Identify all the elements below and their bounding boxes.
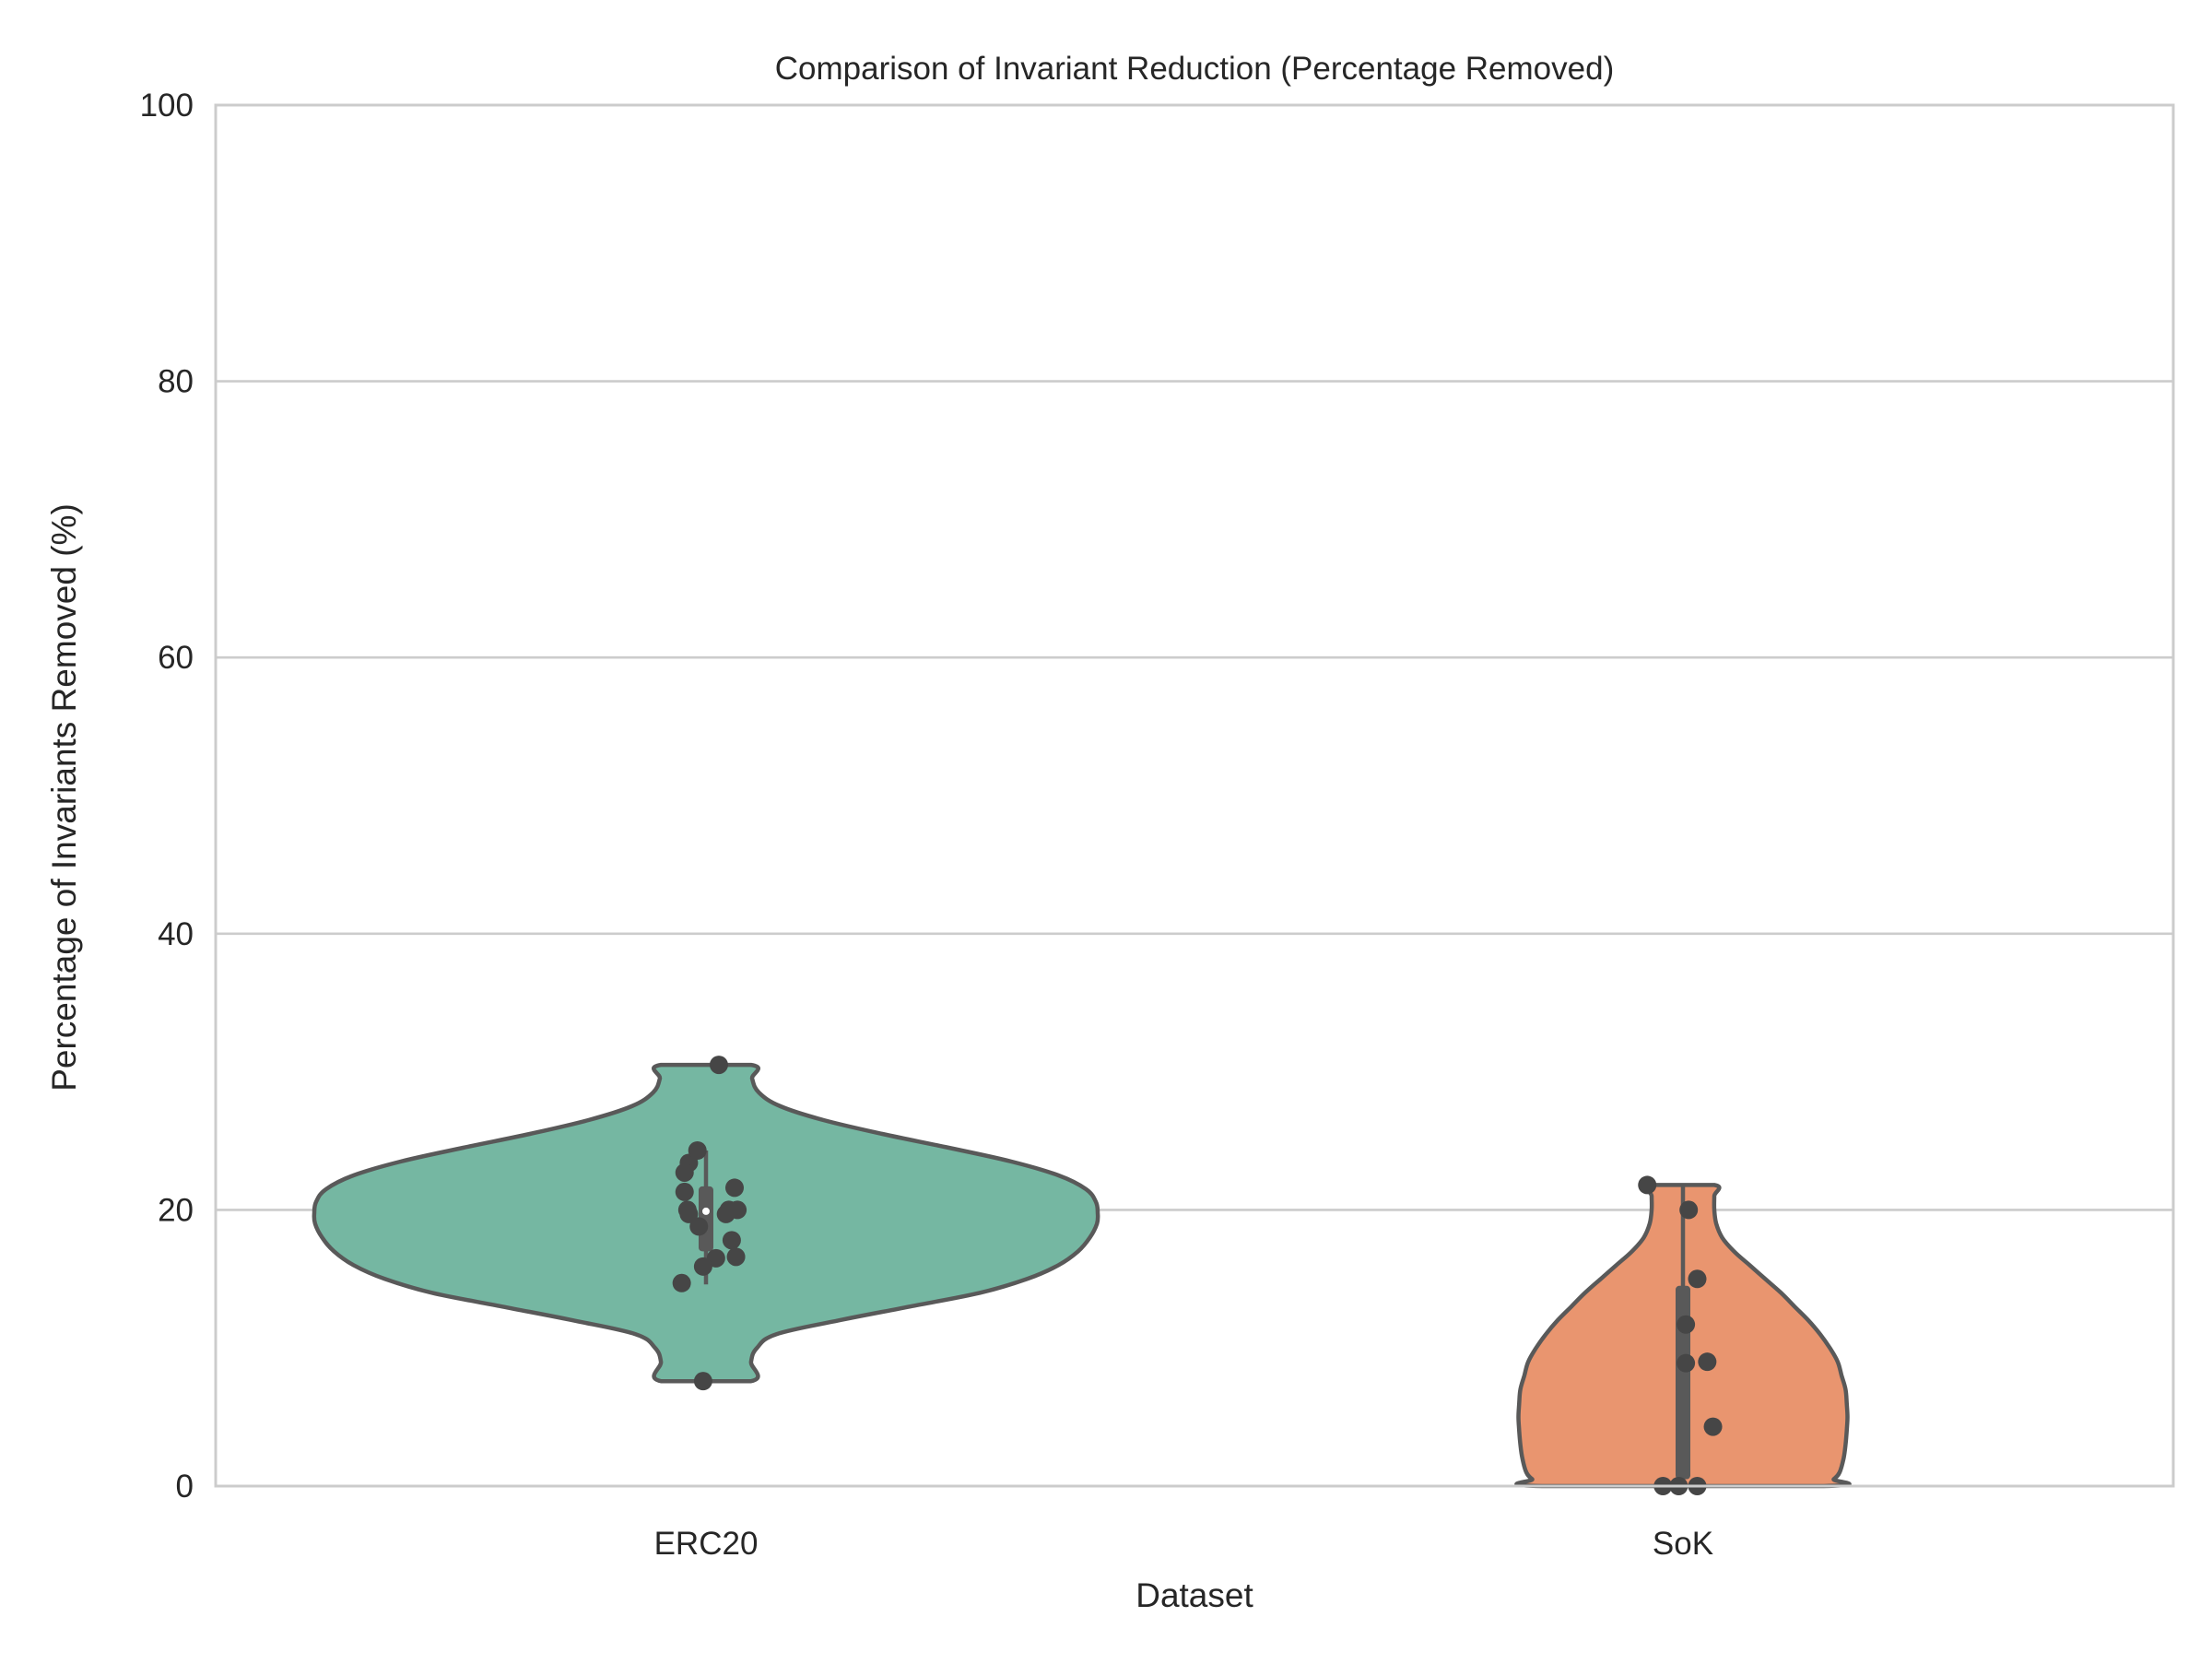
plot-frame (214, 103, 2175, 1488)
data-point-sok (1679, 1200, 1699, 1220)
plot-border (214, 103, 2175, 1488)
y-tick-label: 0 (176, 1469, 194, 1505)
y-tick-label: 40 (158, 916, 194, 952)
data-point-sok (1703, 1417, 1723, 1436)
data-point-sok (1677, 1315, 1696, 1334)
data-point-sok (1638, 1175, 1657, 1195)
iqr-box-sok (1676, 1285, 1690, 1480)
data-point-erc20 (726, 1247, 746, 1267)
data-point-erc20 (725, 1178, 744, 1198)
data-point-erc20 (728, 1200, 747, 1220)
chart-title: Comparison of Invariant Reduction (Perce… (775, 51, 1614, 87)
data-point-erc20 (679, 1204, 699, 1223)
data-point-erc20 (672, 1273, 691, 1292)
data-point-erc20 (693, 1372, 712, 1391)
data-point-erc20 (722, 1231, 741, 1250)
tick-labels: 0 20 40 60 80 100 ERC20 SoK (140, 88, 1713, 1562)
data-point-erc20 (688, 1140, 707, 1160)
data-point-erc20 (675, 1182, 694, 1201)
y-axis-label: Percentage of Invariants Removed (%) (45, 503, 83, 1092)
median-marker-erc20 (702, 1207, 710, 1215)
y-tick-label: 60 (158, 640, 194, 676)
y-tick-label: 100 (140, 88, 194, 124)
strip-points (672, 1056, 1723, 1495)
data-point-erc20 (689, 1217, 709, 1236)
data-point-sok (1688, 1269, 1707, 1289)
data-point-sok (1677, 1353, 1696, 1373)
data-point-erc20 (693, 1257, 712, 1276)
data-point-erc20 (675, 1162, 694, 1182)
x-axis-label: Dataset (1135, 1576, 1253, 1614)
y-tick-label: 20 (158, 1192, 194, 1228)
x-tick-label: ERC20 (654, 1526, 759, 1562)
violins (312, 1062, 1852, 1489)
y-tick-label: 80 (158, 364, 194, 400)
iqr-box-erc20 (699, 1186, 713, 1252)
x-tick-label: SoK (1653, 1526, 1713, 1562)
data-point-erc20 (709, 1056, 728, 1075)
data-point-sok (1698, 1352, 1717, 1372)
inner-boxplots (699, 1150, 1690, 1486)
